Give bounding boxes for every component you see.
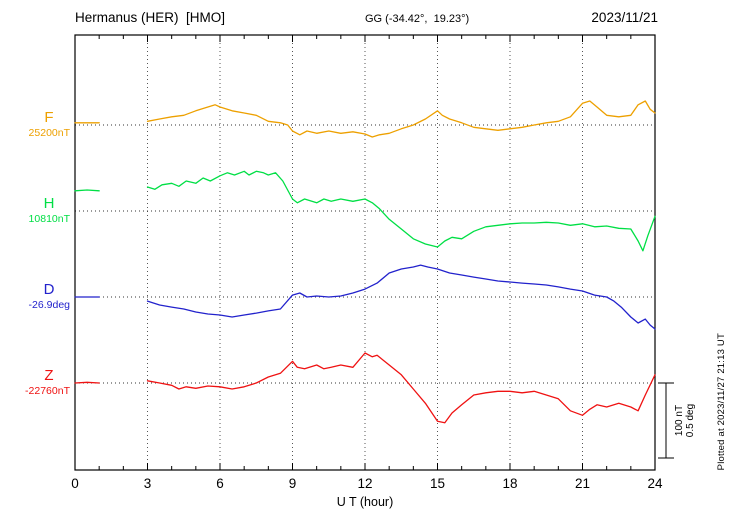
trace-D [146, 264, 656, 330]
x-tick-label: 6 [216, 476, 224, 491]
x-tick-label: 3 [144, 476, 152, 491]
baseline-value-F: 25200nT [29, 127, 71, 139]
baseline-value-H: 10810nT [29, 213, 71, 225]
observatory-coordinates: GG (-34.42°, 19.23°) [365, 13, 470, 25]
x-tick-label: 24 [647, 476, 663, 491]
trace-H [146, 170, 656, 252]
station-title: Hermanus (HER) [HMO] [75, 10, 226, 25]
component-letter-F: F [44, 109, 53, 126]
scale-bar-label: 100 nT [674, 405, 685, 436]
x-tick-label: 0 [71, 476, 79, 491]
trace-H [74, 189, 100, 192]
x-tick-label: 21 [575, 476, 590, 491]
baseline-value-D: -26.9deg [29, 299, 71, 311]
plotted-timestamp-note: Plotted at 2023/11/27 21:13 UT [716, 332, 727, 470]
trace-F [146, 100, 656, 138]
component-letter-Z: Z [44, 367, 53, 384]
trace-Z [74, 381, 100, 384]
x-tick-label: 15 [430, 476, 445, 491]
scale-bar-label: 0.5 deg [685, 404, 696, 437]
plot-date: 2023/11/21 [591, 10, 658, 25]
x-tick-label: 18 [502, 476, 517, 491]
x-axis-title: U T (hour) [337, 495, 394, 509]
plot-frame [74, 34, 656, 471]
component-letter-D: D [44, 281, 55, 298]
x-tick-label: 12 [357, 476, 372, 491]
component-letter-H: H [44, 195, 55, 212]
trace-Z [146, 352, 656, 424]
baseline-value-Z: -22760nT [25, 385, 71, 397]
x-tick-label: 9 [289, 476, 297, 491]
